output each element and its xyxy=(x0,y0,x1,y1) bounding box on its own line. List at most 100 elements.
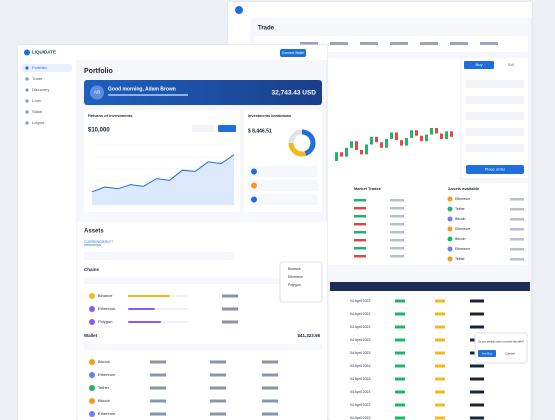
asset-name: Tether xyxy=(455,207,466,211)
search-field xyxy=(84,252,234,260)
assets-title: Assets xyxy=(84,229,104,235)
nav-item[interactable]: Logout xyxy=(32,120,45,125)
tab-currencies[interactable]: CURRENCIES xyxy=(84,240,108,244)
wallet-value-2 xyxy=(210,386,226,390)
connect-button xyxy=(280,49,306,57)
row-value xyxy=(470,403,484,407)
asset-name: Bitcoin xyxy=(455,217,466,221)
sidebar xyxy=(18,60,76,420)
progress-bar xyxy=(128,295,170,297)
popup-no[interactable]: Cancel xyxy=(505,351,515,355)
header-bar xyxy=(18,45,327,60)
chains-title: Chains xyxy=(84,267,100,272)
top-bar xyxy=(228,2,532,18)
place-order-label[interactable]: Place order xyxy=(485,167,506,172)
dropdown-item[interactable]: Polygon xyxy=(288,283,301,287)
buy-tab[interactable]: Buy xyxy=(476,62,483,67)
ticker-value xyxy=(450,42,468,45)
assets-panel xyxy=(444,183,528,265)
nav-item[interactable]: Portfolio xyxy=(32,65,47,70)
popup-yes[interactable]: Yes Buy xyxy=(482,351,493,355)
row-status-2 xyxy=(435,364,445,368)
candle xyxy=(385,139,388,148)
nav-item[interactable]: Discovery xyxy=(32,87,50,92)
row-status-2 xyxy=(435,403,445,407)
chain-name: Polygon xyxy=(98,319,112,324)
nav-icon xyxy=(25,66,29,70)
ticker-value xyxy=(480,42,498,45)
nav-item[interactable]: Loan xyxy=(32,98,41,103)
avatar xyxy=(90,85,104,100)
asset-name: Ethereum xyxy=(455,197,470,201)
trade-price xyxy=(354,255,366,258)
trade-price xyxy=(354,247,366,250)
returns-amount: $10,000 xyxy=(88,128,110,134)
asset-amount xyxy=(510,258,524,261)
ticker-value xyxy=(330,42,348,45)
row-status xyxy=(395,403,405,407)
row-status-2 xyxy=(435,351,445,355)
input-field xyxy=(466,144,524,152)
wallet-value-2 xyxy=(210,412,226,416)
banner xyxy=(84,80,322,105)
filter-select xyxy=(192,125,214,132)
wallet-value-3 xyxy=(262,373,278,377)
row-date: 04 April 2023 xyxy=(350,325,370,329)
dropdown xyxy=(279,261,323,303)
filter-button xyxy=(218,125,236,132)
candle xyxy=(365,144,368,155)
breakdown-title: Investments breakdown xyxy=(248,114,292,118)
asset-icon xyxy=(447,246,453,252)
nav-active xyxy=(22,64,72,72)
connect-label[interactable]: Connect Wallet xyxy=(282,51,304,55)
chain-name: Binance xyxy=(98,293,113,298)
trade-price xyxy=(354,207,366,210)
row-value xyxy=(470,390,484,394)
row-status-2 xyxy=(435,416,445,420)
trade-amount xyxy=(390,247,404,250)
row-date: 04 April 2023 xyxy=(350,299,370,303)
row-date: 04 April 2023 xyxy=(350,403,370,407)
dropdown-item[interactable]: Ethereum xyxy=(288,275,303,279)
trade-amount xyxy=(390,231,404,234)
candle xyxy=(375,136,378,143)
donut-segment xyxy=(288,129,303,144)
candle xyxy=(355,141,358,150)
popup-text: Do you already want to resolve this offe… xyxy=(478,340,525,344)
asset-icon xyxy=(447,226,453,232)
asset-name: Ethereum xyxy=(455,227,470,231)
row-status-2 xyxy=(435,299,445,303)
candle xyxy=(415,130,418,136)
input-field xyxy=(466,96,524,104)
coin-icon xyxy=(251,182,257,189)
market-trades-title: Market Trades xyxy=(354,186,382,191)
asset-icon xyxy=(447,206,453,212)
wallet-value xyxy=(150,412,166,416)
candle xyxy=(370,136,373,145)
candle xyxy=(335,152,338,161)
trade-price xyxy=(354,215,366,218)
asset-amount xyxy=(510,228,524,231)
wallet-value-2 xyxy=(210,373,226,377)
row-status xyxy=(395,377,405,381)
trade-amount xyxy=(390,223,404,226)
wallet-icon xyxy=(89,359,95,365)
nav-icon xyxy=(25,110,29,114)
chain-icon xyxy=(89,293,95,299)
nav-item[interactable]: Trade xyxy=(32,76,43,81)
assets-section xyxy=(78,222,327,420)
row-status xyxy=(395,416,405,420)
sell-tab[interactable]: Sell xyxy=(508,62,515,67)
breakdown-coin xyxy=(248,194,318,205)
dropdown-item[interactable]: Binance xyxy=(288,267,301,271)
input-field xyxy=(466,80,524,88)
wallet-icon xyxy=(89,398,95,404)
candle xyxy=(360,150,363,155)
tab-nft[interactable]: NFT xyxy=(107,240,115,244)
row-status-2 xyxy=(435,338,445,342)
nav-item[interactable]: Stake xyxy=(32,109,43,114)
wallet-name: Ethereum xyxy=(98,372,116,377)
chain-icon xyxy=(89,319,95,325)
row-value xyxy=(470,299,484,303)
banner-subtext xyxy=(108,94,188,96)
